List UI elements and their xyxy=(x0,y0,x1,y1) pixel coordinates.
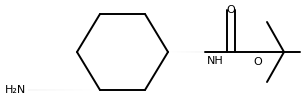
Text: NH: NH xyxy=(207,56,224,66)
Text: O: O xyxy=(226,5,235,15)
Text: H₂N: H₂N xyxy=(5,85,26,95)
Text: O: O xyxy=(254,57,262,67)
